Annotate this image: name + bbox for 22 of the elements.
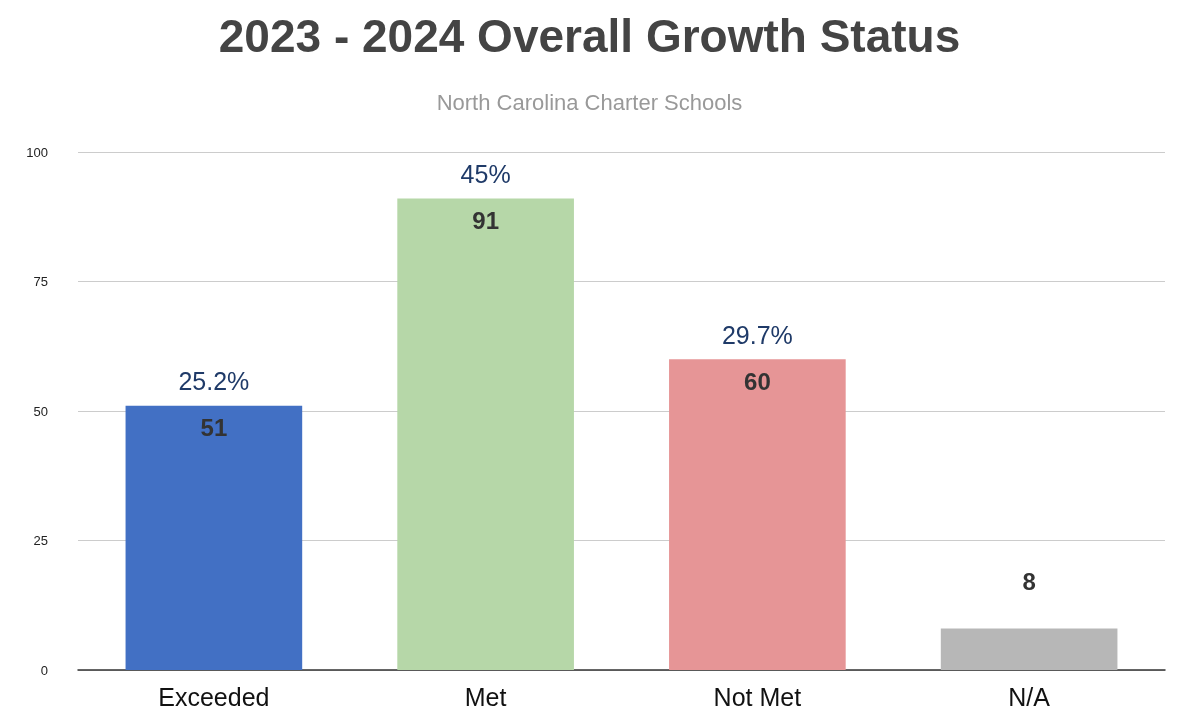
bar [397, 198, 574, 670]
bar [125, 405, 303, 670]
y-tick-label: 0 [40, 662, 48, 678]
chart-title: 2023 - 2024 Overall Growth Status [218, 10, 961, 62]
data-label: 8 [1022, 568, 1036, 596]
annotation: 29.7% [721, 320, 793, 349]
y-tick-label: 75 [33, 274, 48, 289]
annotation: 25.2% [178, 367, 250, 396]
bar [940, 628, 1118, 670]
bar [669, 359, 846, 670]
y-tick-label: 50 [33, 403, 48, 419]
x-tick-label: Not Met [713, 682, 802, 711]
data-label: 91 [472, 207, 499, 235]
data-label: 51 [200, 414, 228, 442]
x-tick-label: Met [464, 682, 507, 711]
y-tick-label: 25 [33, 533, 48, 548]
y-tick-label: 100 [26, 144, 48, 160]
annotation: 45% [460, 160, 511, 189]
data-label: 60 [744, 367, 771, 395]
x-tick-label: Exceeded [158, 682, 270, 711]
chart-subtitle: North Carolina Charter Schools [436, 89, 743, 115]
x-tick-label: N/A [1008, 682, 1051, 711]
